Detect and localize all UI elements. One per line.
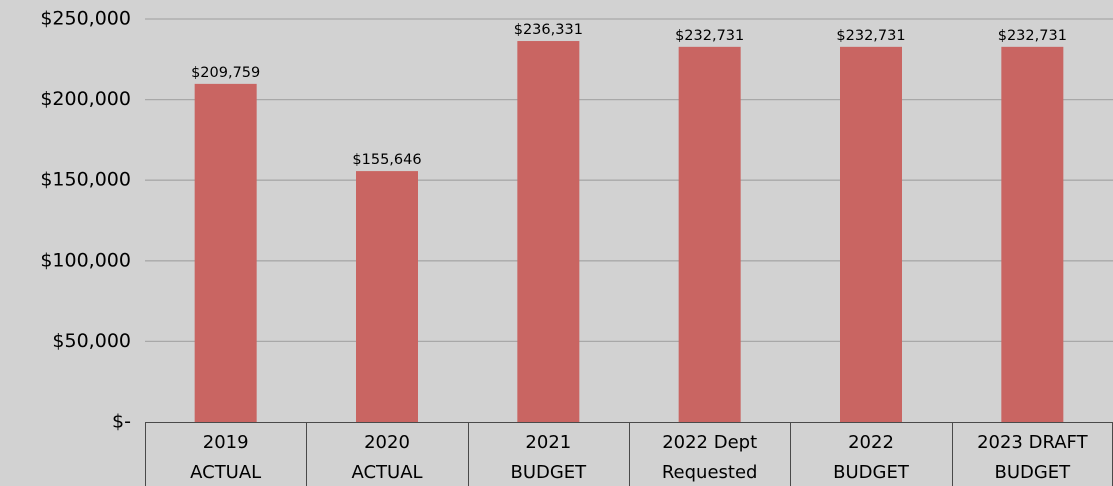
category-label-line1: 2022 [848, 432, 894, 453]
y-tick-label: $150,000 [40, 169, 131, 191]
category-label-line2: BUDGET [510, 462, 587, 483]
gridlines [145, 18, 1113, 343]
bar [678, 46, 741, 423]
bars [194, 41, 1064, 423]
bar [1001, 46, 1064, 423]
bar-value-label: $155,646 [352, 152, 421, 168]
bar [356, 171, 418, 422]
bar-value-label: $232,731 [836, 28, 905, 44]
bar-value-label: $232,731 [998, 28, 1067, 44]
category-label-line2: BUDGET [833, 462, 910, 483]
category-label-line2: ACTUAL [351, 462, 422, 483]
bar [517, 41, 580, 423]
y-axis-tick-labels: $- $50,000 $100,000 $150,000 $200,000 $250,00… [40, 8, 131, 433]
category-label-line2: ACTUAL [190, 462, 261, 483]
y-tick-label: $- [112, 411, 131, 433]
y-tick-label: $250,000 [40, 8, 131, 30]
category-label-line1: 2022 Dept [662, 432, 757, 453]
category-label-line2: Requested [662, 462, 758, 483]
bar-value-label: $209,759 [191, 65, 260, 81]
data-labels: $209,759 $155,646 $236,331 $232,731 $232,731… [191, 22, 1067, 168]
category-label-line1: 2020 [364, 432, 410, 453]
category-label-line1: 2023 DRAFT [977, 432, 1089, 453]
y-tick-label: $200,000 [40, 88, 131, 110]
y-tick-label: $50,000 [52, 330, 131, 352]
category-table: 2019 ACTUAL 2020 ACTUAL 2021 BUDGET 2022 Dept R… [145, 422, 1113, 486]
bar [840, 46, 902, 423]
bar [194, 83, 257, 422]
y-tick-label: $100,000 [40, 249, 131, 271]
category-label-line1: 2021 [525, 432, 571, 453]
bar-value-label: $236,331 [514, 22, 583, 38]
category-label-line2: BUDGET [994, 462, 1071, 483]
category-label-line1: 2019 [203, 432, 249, 453]
bar-value-label: $232,731 [675, 28, 744, 44]
